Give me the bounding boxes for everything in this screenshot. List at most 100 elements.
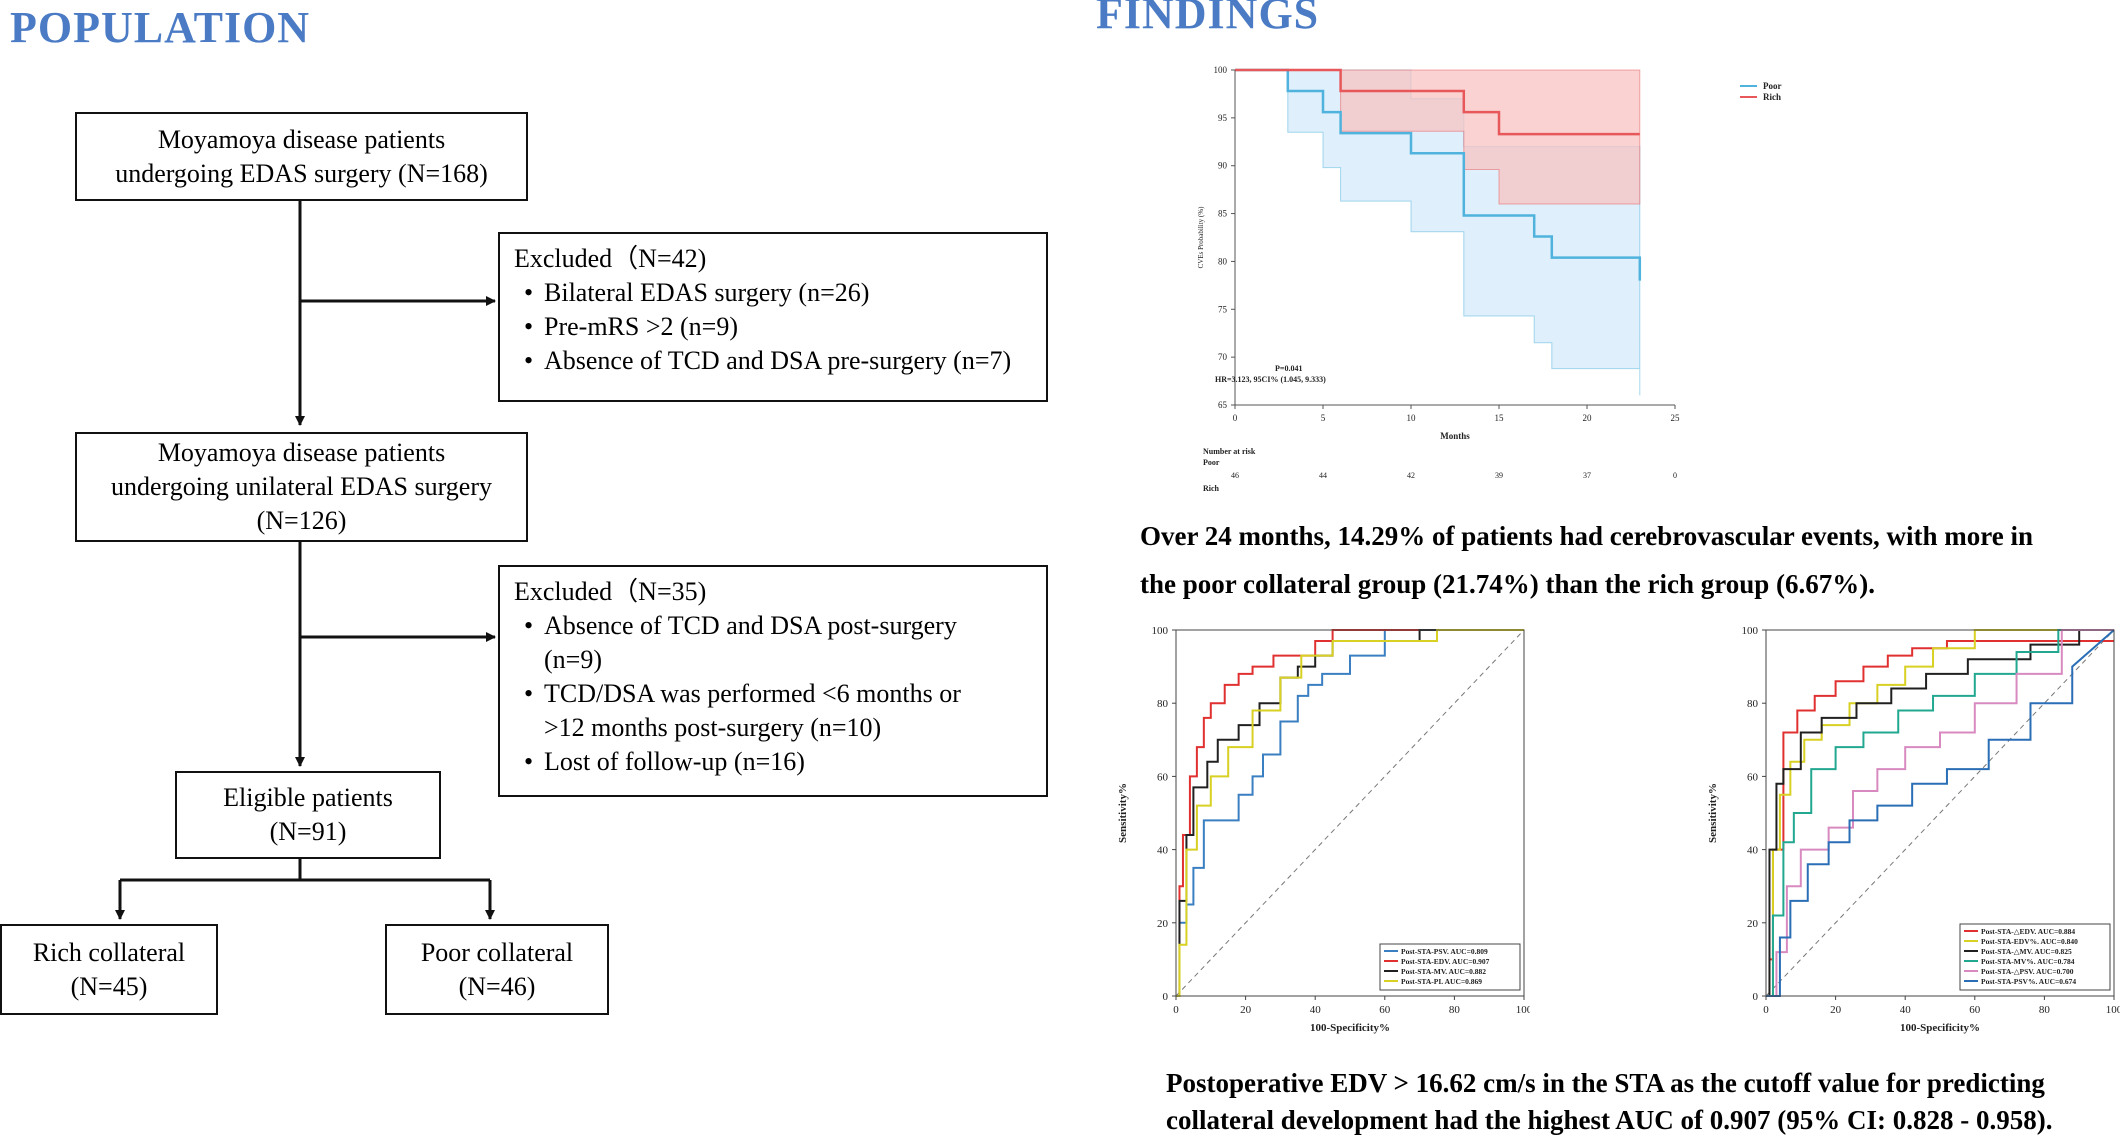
exclusion-item: Absence of TCD and DSA pre-surgery (n=7) bbox=[524, 344, 1032, 378]
roc-x-tick-label: 40 bbox=[1900, 1004, 1912, 1016]
roc-y-tick-label: 100 bbox=[1152, 625, 1169, 637]
excluded-box-presurgery: Excluded（N=42) Bilateral EDAS surgery (n… bbox=[498, 232, 1048, 402]
km-x-axis-label: Months bbox=[1440, 431, 1470, 441]
box-text-line: Rich collateral bbox=[32, 937, 186, 967]
roc-y-tick-label: 80 bbox=[1157, 698, 1169, 710]
exclusion-item: Lost of follow-up (n=16) bbox=[524, 745, 1032, 779]
roc-x-tick-label: 0 bbox=[1763, 1004, 1769, 1016]
box-text-line: (N=126) bbox=[256, 506, 347, 535]
km-caption: Over 24 months, 14.29% of patients had c… bbox=[1140, 512, 2120, 608]
roc-x-tick-label: 60 bbox=[1969, 1004, 1981, 1016]
roc-y-tick-label: 60 bbox=[1747, 771, 1759, 783]
roc-y-tick-label: 40 bbox=[1747, 845, 1759, 857]
roc-y-tick-label: 40 bbox=[1157, 845, 1169, 857]
roc-x-tick-label: 40 bbox=[1310, 1004, 1322, 1016]
roc-plot-frame bbox=[1765, 629, 2115, 997]
caption-line: Over 24 months, 14.29% of patients had c… bbox=[1140, 521, 2033, 551]
risk-table-row-label: Poor bbox=[1203, 458, 1220, 467]
roc-y-tick-label: 100 bbox=[1742, 625, 1759, 637]
roc-x-tick-label: 100 bbox=[1516, 1004, 1530, 1016]
km-y-tick-label: 95 bbox=[1218, 113, 1228, 123]
roc-legend-label: Post-STA-MV. AUC=0.882 bbox=[1401, 967, 1486, 976]
roc-y-axis-label: Sensitivity% bbox=[1707, 783, 1719, 843]
roc-x-tick-label: 0 bbox=[1173, 1004, 1179, 1016]
flow-box-poor-collateral: Poor collateral (N=46) bbox=[385, 924, 609, 1015]
km-y-tick-label: 90 bbox=[1218, 161, 1228, 171]
km-y-tick-label: 65 bbox=[1218, 400, 1228, 410]
risk-table-value: 39 bbox=[1495, 471, 1503, 480]
roc-y-tick-label: 60 bbox=[1157, 771, 1169, 783]
caption-line: the poor collateral group (21.74%) than … bbox=[1140, 569, 1875, 599]
km-x-tick-label: 5 bbox=[1321, 413, 1326, 423]
risk-table-value: 37 bbox=[1583, 471, 1591, 480]
roc-y-tick-label: 0 bbox=[1163, 991, 1169, 1003]
box-text-line: Moyamoya disease patients bbox=[157, 124, 446, 154]
flow-box-eligible: Eligible patients (N=91) bbox=[175, 771, 441, 859]
roc-legend-label: Post-STA-PSV%. AUC=0.674 bbox=[1981, 977, 2076, 986]
roc-legend-label: Post-STA-PSV. AUC=0.809 bbox=[1401, 947, 1488, 956]
km-legend-label: Rich bbox=[1763, 92, 1781, 102]
risk-table-title: Number at risk bbox=[1203, 447, 1256, 456]
risk-table-value: 44 bbox=[1319, 471, 1327, 480]
roc-x-tick-label: 80 bbox=[1449, 1004, 1461, 1016]
roc-reference-diagonal bbox=[1175, 629, 1525, 997]
exclusion-item: Absence of TCD and DSA post-surgery (n=9… bbox=[524, 609, 1032, 677]
roc-legend-label: Post-STA-PI. AUC=0.869 bbox=[1401, 977, 1482, 986]
km-hazard-ratio: HR=3.123, 95CI% (1.045, 9.333) bbox=[1215, 375, 1326, 384]
roc-x-axis-label: 100-Specificity% bbox=[1310, 1022, 1390, 1034]
km-y-tick-label: 70 bbox=[1218, 352, 1228, 362]
box-text-line: Moyamoya disease patients bbox=[157, 438, 446, 467]
roc-y-tick-label: 20 bbox=[1157, 918, 1169, 930]
exclusion-item: Bilateral EDAS surgery (n=26) bbox=[524, 276, 1032, 310]
flow-box-rich-collateral: Rich collateral (N=45) bbox=[0, 924, 218, 1015]
roc-legend-label: Post-STA-△MV. AUC=0.825 bbox=[1981, 947, 2072, 956]
roc-x-tick-label: 100 bbox=[2106, 1004, 2120, 1016]
roc-legend-label: Post-STA-EDV. AUC=0.907 bbox=[1401, 957, 1490, 966]
roc-reference-diagonal bbox=[1765, 629, 2115, 997]
roc-curve bbox=[1766, 629, 2114, 997]
roc-legend-box bbox=[1379, 943, 1521, 991]
roc-x-tick-label: 80 bbox=[2039, 1004, 2050, 1016]
exclusion-item: TCD/DSA was performed <6 months or >12 m… bbox=[524, 677, 1032, 745]
flow-box-unilateral: Moyamoya disease patients undergoing uni… bbox=[75, 432, 528, 542]
km-y-axis-label: CVEs Probability (%) bbox=[1197, 206, 1205, 268]
box-text-line: (N=46) bbox=[458, 971, 536, 1001]
roc-legend-label: Post-STA-EDV%. AUC=0.840 bbox=[1981, 937, 2078, 946]
roc-caption: Postoperative EDV > 16.62 cm/s in the ST… bbox=[1166, 1065, 2126, 1139]
km-x-tick-label: 25 bbox=[1671, 413, 1681, 423]
km-y-tick-label: 75 bbox=[1218, 304, 1228, 314]
roc-x-axis-label: 100-Specificity% bbox=[1900, 1022, 1980, 1034]
roc-curve bbox=[1766, 629, 2114, 997]
km-chart: 65 70 75 80 85 90 95 100 0 5 10 15 20 25 Months CVEs Pr… bbox=[1197, 65, 1782, 493]
box-text-line: Eligible patients bbox=[223, 783, 393, 812]
roc-curve bbox=[1766, 629, 2114, 997]
box-text-line: (N=45) bbox=[70, 971, 148, 1001]
exclusion-item: Pre-mRS >2 (n=9) bbox=[524, 310, 1032, 344]
roc-legend-box bbox=[1959, 923, 2111, 991]
roc-curve bbox=[1176, 629, 1524, 997]
box-text-line: (N=91) bbox=[269, 817, 347, 846]
caption-line: collateral development had the highest A… bbox=[1166, 1105, 2053, 1135]
roc-chart-left: 00 20 20 40 40 60 60 80 80 100 100 100-Specificity%… bbox=[1117, 625, 1530, 1034]
km-x-tick-label: 0 bbox=[1233, 413, 1238, 423]
km-y-tick-label: 100 bbox=[1214, 65, 1228, 75]
roc-curve bbox=[1766, 629, 2114, 997]
roc-x-tick-label: 20 bbox=[1830, 1004, 1842, 1016]
flow-arrows bbox=[115, 200, 496, 920]
km-x-tick-label: 20 bbox=[1583, 413, 1593, 423]
risk-table-value: 46 bbox=[1231, 471, 1239, 480]
excluded-title: Excluded（N=42) bbox=[514, 244, 707, 273]
roc-x-tick-label: 60 bbox=[1379, 1004, 1391, 1016]
population-heading: POPULATION bbox=[10, 3, 311, 52]
km-x-tick-label: 15 bbox=[1495, 413, 1505, 423]
roc-y-tick-label: 20 bbox=[1747, 918, 1759, 930]
caption-line: Postoperative EDV > 16.62 cm/s in the ST… bbox=[1166, 1068, 2045, 1098]
roc-plot-frame bbox=[1175, 629, 1525, 997]
risk-table-row-label: Rich bbox=[1203, 484, 1220, 493]
roc-y-tick-label: 0 bbox=[1753, 991, 1759, 1003]
flow-box-all-patients: Moyamoya disease patients undergoing EDA… bbox=[75, 112, 528, 201]
km-legend-label: Poor bbox=[1763, 81, 1782, 91]
risk-table-value: 0 bbox=[1673, 471, 1677, 480]
roc-legend-label: Post-STA-△PSV. AUC=0.700 bbox=[1981, 967, 2074, 976]
box-text-line: undergoing EDAS surgery (N=168) bbox=[115, 158, 488, 188]
